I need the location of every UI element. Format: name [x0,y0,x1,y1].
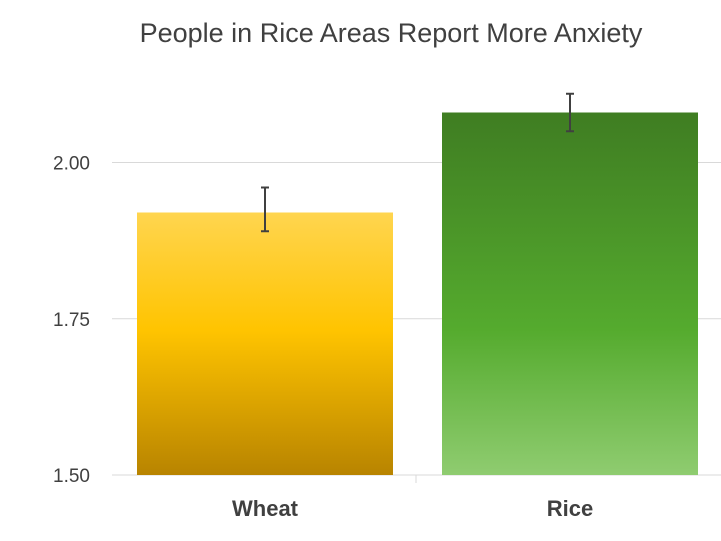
error-bar-rice [566,92,574,133]
y-tick-label: 1.50 [53,466,90,487]
x-axis-categories: Wheat Rice [232,496,593,521]
bar-wheat [137,212,393,475]
y-tick-label: 1.75 [53,310,90,331]
category-label-rice: Rice [547,496,593,521]
y-axis-ticks: 1.50 1.75 2.00 [53,154,90,488]
y-tick-label: 2.00 [53,154,90,175]
chart-title: People in Rice Areas Report More Anxiety [140,18,643,48]
error-bars [261,92,574,233]
bars [137,112,698,475]
bar-rice [442,112,698,475]
category-label-wheat: Wheat [232,496,299,521]
error-bar-wheat [261,186,269,233]
